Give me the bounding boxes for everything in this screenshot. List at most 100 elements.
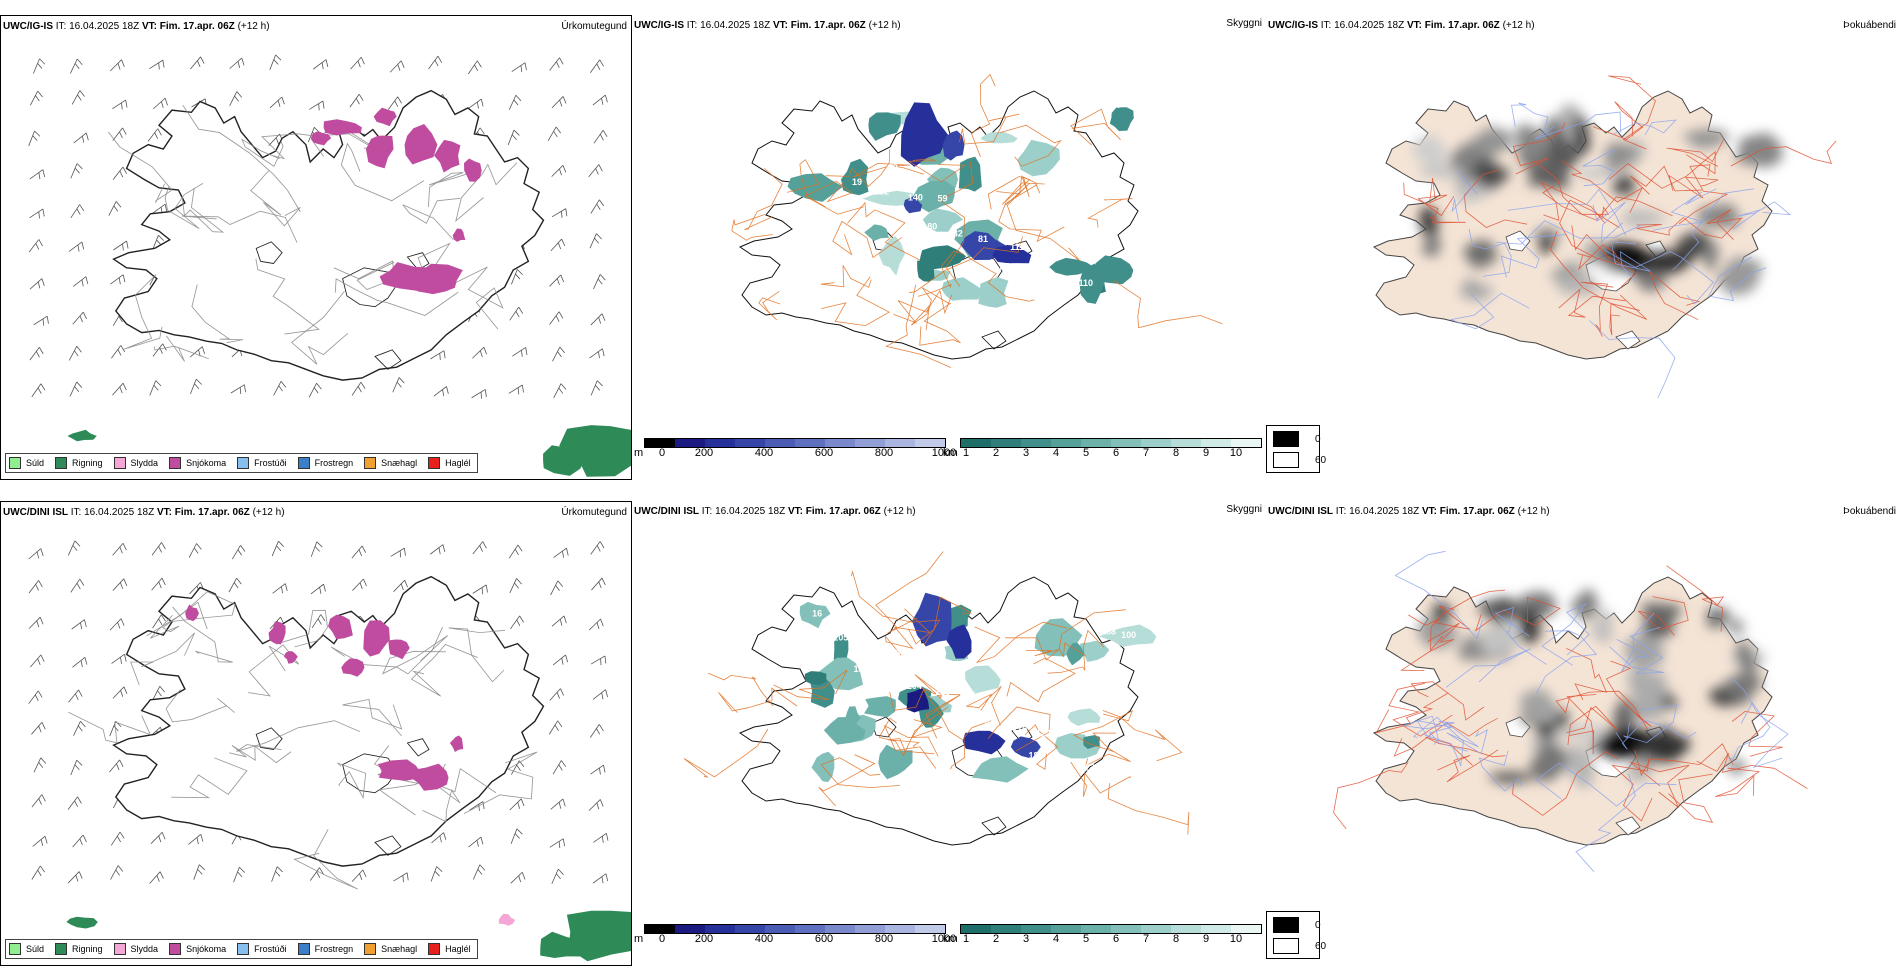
header-it-label: IT: [70, 507, 82, 518]
colorbar-tick: 1 [962, 933, 970, 945]
colorbar-segment [735, 439, 765, 447]
fog-legend-value-0: 0 [1315, 433, 1321, 445]
header-it-value: 16.04.2025 18Z [700, 20, 771, 31]
rain-area [543, 445, 585, 476]
colorbar-segment [1231, 439, 1261, 447]
legend-label: Haglél [445, 458, 471, 468]
precip-map [28, 54, 631, 477]
header-it-value: 16.04.2025 18Z [1334, 20, 1405, 31]
colorbar-tick: 200 [694, 447, 714, 459]
fog-cell [1472, 158, 1512, 189]
legend-label: Rigning [72, 944, 103, 954]
colorbar-segment [885, 925, 915, 933]
fog-cell [1706, 607, 1731, 631]
ceiling-value-label: 205 [833, 633, 848, 643]
colorbar-tick: 1000 [931, 933, 957, 945]
colorbar-segment [1171, 439, 1201, 447]
ceiling-colorbar [644, 924, 946, 934]
colorbar-tick: 6 [1112, 447, 1120, 459]
ceiling-value-label: 186 [1029, 750, 1044, 760]
low-ceiling-area [906, 687, 930, 713]
glacier-outline [255, 727, 283, 750]
colorbar-tick: 7 [1142, 933, 1150, 945]
low-visibility-area [1067, 708, 1101, 726]
legend-label: Slydda [130, 944, 159, 954]
iceland-outline [1333, 550, 1808, 872]
low-visibility-area [922, 208, 964, 232]
colorbar-tick: 8 [1172, 447, 1180, 459]
header-vt-label: VT: [156, 507, 172, 518]
visibility-unit: km [943, 447, 958, 459]
fog-legend: 0 60 [1266, 425, 1326, 473]
snowfall-area [310, 131, 332, 146]
fog-cell [1412, 135, 1448, 166]
low-visibility-area [1099, 624, 1157, 647]
sleet-area [498, 913, 516, 926]
fog-cell [1612, 697, 1638, 732]
ceiling-value-label: 12 [879, 667, 889, 677]
colorbar-tick: 400 [754, 447, 774, 459]
fog-cell [1487, 771, 1536, 785]
precip-legend-item: Frostregn [297, 943, 353, 955]
legend-swatch [55, 457, 68, 469]
precip-legend-item: Súld [9, 457, 44, 469]
fog-indicator-panel: UWC/DINI ISL IT: 16.04.2025 18Z VT: Fim.… [1266, 501, 1900, 966]
colorbar-segment [1111, 439, 1141, 447]
precip-legend-item: Slydda [113, 943, 159, 955]
low-ceiling-area [942, 130, 965, 161]
low-ceiling-area [912, 592, 952, 647]
colorbar-segment [1021, 439, 1051, 447]
colorbar-segment [1141, 925, 1171, 933]
ceiling-value-label: 22 [834, 150, 844, 160]
ceiling-value-label: 20 [888, 162, 898, 172]
low-ceiling-area [1010, 736, 1041, 759]
ceiling-value-label: 111 [1010, 242, 1024, 252]
ceiling-value-label: 16 [812, 609, 822, 619]
header-vt-label: VT: [1421, 506, 1437, 517]
legend-label: Súld [26, 458, 45, 468]
precip-legend-item: Súld [9, 943, 44, 955]
header-vt-label: VT: [1406, 20, 1422, 31]
colorbar-segment [855, 925, 885, 933]
header-lead: (+12 h) [237, 21, 270, 32]
legend-label: Frostúði [254, 458, 287, 468]
colorbar-segment [915, 925, 945, 933]
precip-legend: Súld Rigning Slydda Snjókoma Frostúði Frostre… [5, 453, 478, 473]
fog-cell [1533, 227, 1561, 243]
header-vt-value: Fim. 17.apr. 06Z [1439, 506, 1515, 517]
ceiling-value-labels: 16 20 18 10 118 43 59 111 110 22 140 81 101 126 222 82 1… [815, 123, 1140, 294]
snowfall-area [365, 135, 394, 169]
ceiling-value-label: 221 [1085, 762, 1100, 772]
header-model: UWC/DINI ISL [1268, 506, 1333, 517]
low-visibility-area [1079, 263, 1105, 304]
header-lead: (+12 h) [252, 507, 285, 518]
low-ceiling-area [903, 195, 923, 214]
precip-legend-item: Frostúði [237, 457, 287, 469]
glacier-outline [981, 816, 1007, 836]
low-visibility-area [1049, 257, 1094, 276]
colorbar-segment [991, 925, 1021, 933]
legend-label: Snjókoma [186, 944, 227, 954]
glacier-outline [406, 738, 430, 757]
colorbar-tick: 8 [1172, 933, 1180, 945]
ceiling-value-label: 10 [1036, 242, 1046, 252]
glacier-outline [374, 349, 402, 370]
precip-legend: Súld Rigning Slydda Snjókoma Frostúði Frostre… [5, 939, 478, 959]
low-visibility-area [819, 657, 863, 691]
low-visibility-area [804, 671, 827, 685]
road-network [731, 73, 1223, 368]
colorbar-segment [885, 439, 915, 447]
fog-cell [1736, 132, 1783, 168]
low-visibility-area [823, 716, 866, 745]
glacier-outline [1615, 330, 1641, 350]
ceiling-value-label: 73 [866, 641, 876, 651]
low-visibility-area [864, 224, 889, 241]
ceiling-value-label: 27 [965, 690, 975, 700]
ceiling-value-label: 18 [966, 206, 976, 216]
road-network [68, 591, 538, 890]
snowfall-area [283, 651, 298, 664]
legend-swatch [55, 943, 68, 955]
colorbar-tick: 600 [814, 933, 834, 945]
colorbar-tick: 5 [1082, 933, 1090, 945]
header-it-value: 16.04.2025 18Z [84, 507, 155, 518]
